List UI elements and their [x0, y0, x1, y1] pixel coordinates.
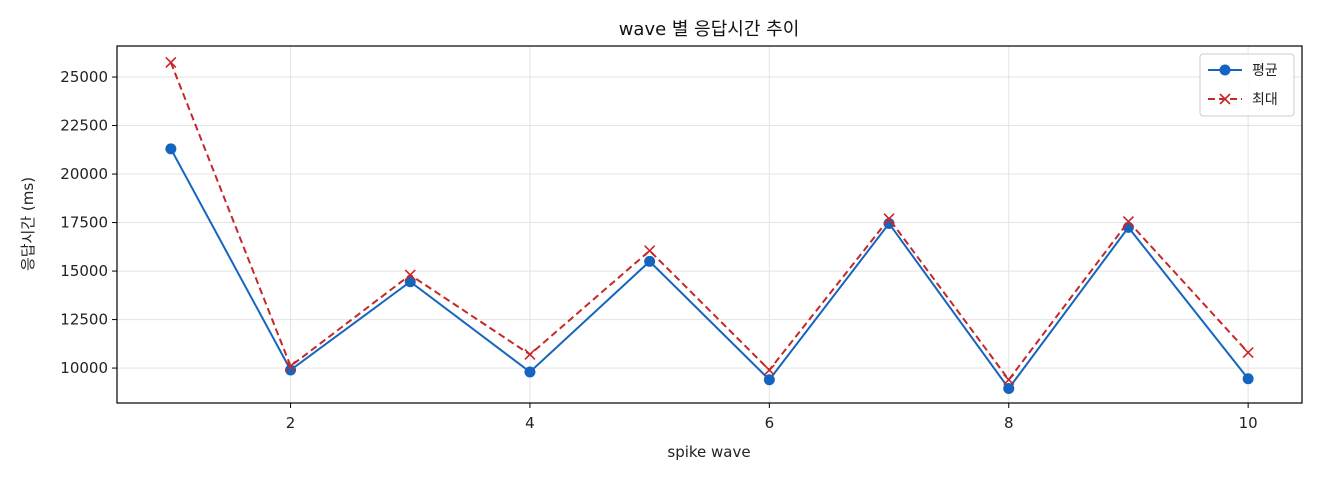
- x-tick-label: 2: [286, 414, 296, 432]
- y-tick-label: 20000: [60, 165, 108, 183]
- data-point: [404, 276, 416, 288]
- series-line: [169, 62, 1249, 382]
- data-point: [644, 245, 656, 257]
- x-tick-label: 6: [765, 414, 775, 432]
- data-point: [1003, 374, 1015, 386]
- y-axis-title: 응답시간 (ms): [19, 177, 37, 271]
- data-point: [883, 213, 895, 225]
- data-point: [1122, 216, 1135, 228]
- data-point: [644, 255, 656, 267]
- chart-title: wave 별 응답시간 추이: [619, 19, 800, 40]
- x-axis: 2 4 6 8 10: [286, 403, 1258, 432]
- x-tick-label: 4: [525, 414, 535, 432]
- data-point: [165, 143, 177, 155]
- data-point: [284, 360, 297, 372]
- y-tick-label: 17500: [60, 214, 108, 232]
- plot-area: [116, 45, 1303, 404]
- y-tick-label: 25000: [60, 68, 108, 86]
- data-point: [404, 269, 416, 281]
- data-point: [285, 364, 297, 376]
- grid: [117, 46, 1302, 403]
- data-point: [524, 348, 536, 361]
- series-max: [165, 56, 1254, 386]
- data-point: [763, 364, 775, 376]
- x-tick-label: 10: [1239, 414, 1258, 432]
- series-layer: [165, 56, 1254, 394]
- y-tick-label: 15000: [60, 262, 108, 280]
- x-tick-label: 8: [1004, 414, 1014, 432]
- x-axis-title: spike wave: [667, 443, 750, 461]
- data-point: [1003, 382, 1015, 394]
- data-point: [165, 56, 177, 69]
- series-avg: [165, 143, 1254, 394]
- legend-label: 평균: [1252, 63, 1278, 79]
- y-tick-label: 10000: [60, 359, 108, 377]
- series-line: [169, 148, 1249, 391]
- legend-marker: [1219, 93, 1231, 105]
- legend-item: 최대: [1208, 92, 1278, 108]
- data-point: [763, 374, 775, 386]
- y-tick-label: 12500: [60, 311, 108, 329]
- y-tick-label: 22500: [60, 117, 108, 135]
- data-point: [1242, 373, 1254, 385]
- y-axis: 10000 12500 15000 17500 20000 22500 25000: [60, 68, 117, 377]
- legend-box: [1199, 53, 1295, 117]
- legend-label: 최대: [1252, 92, 1278, 108]
- data-point: [1242, 346, 1254, 359]
- data-point: [524, 366, 536, 378]
- legend-marker: [1219, 64, 1231, 76]
- legend-item: 평균: [1208, 63, 1278, 79]
